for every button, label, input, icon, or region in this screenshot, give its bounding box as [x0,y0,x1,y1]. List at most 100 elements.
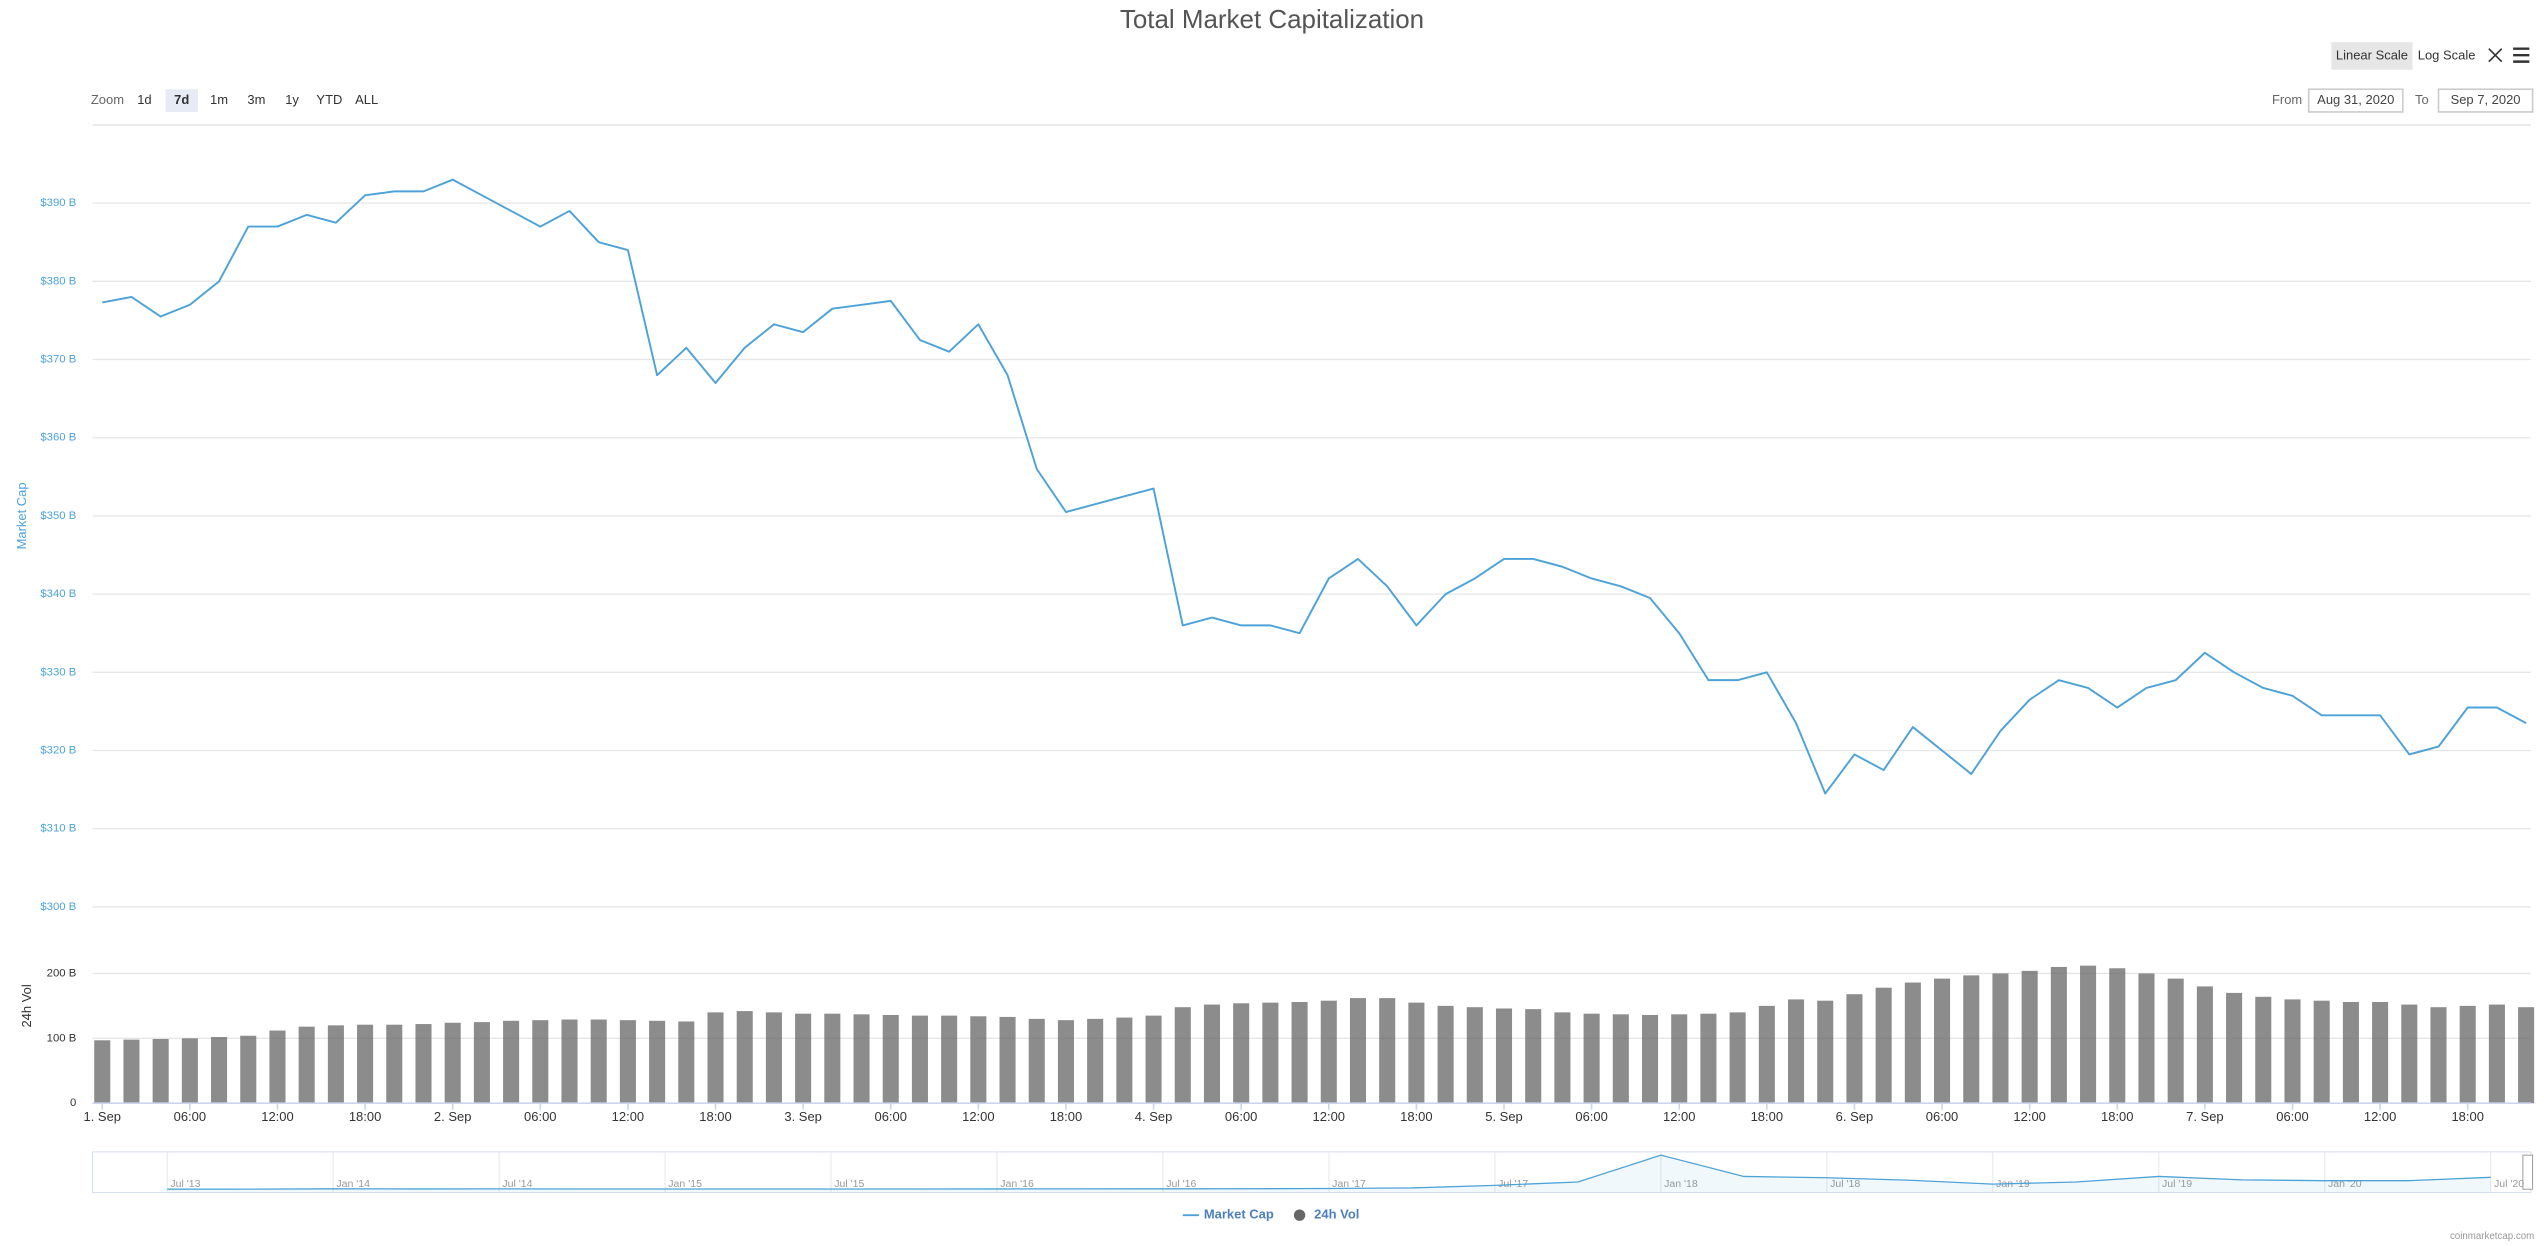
navigator-tick-label: Jul '16 [1166,1178,1196,1190]
volume-bar [2196,986,2213,1104]
volume-bar [298,1026,315,1104]
volume-bar [1057,1020,1074,1104]
navigator-tick-label: Jul '19 [2162,1178,2192,1190]
x-tick-label: 3. Sep [784,1109,822,1124]
zoom-button[interactable]: 1m [210,92,228,107]
zoom-button[interactable]: 3m [247,92,265,107]
credits: coinmarketcap.com [2450,1231,2534,1242]
x-tick-label: 12:00 [962,1109,994,1124]
volume-bar [1028,1018,1045,1104]
from-input[interactable] [2307,88,2404,113]
x-tick-label: 06:00 [1575,1109,1607,1124]
volume-bar [1379,998,1396,1104]
navigator-area [167,1155,2491,1193]
to-input[interactable] [2437,88,2534,113]
volume-bar [941,1015,958,1104]
fullscreen-icon[interactable] [2488,48,2503,63]
x-tick-label: 12:00 [1663,1109,1695,1124]
chart-title: Total Market Capitalization [1120,6,1424,34]
volume-bar [1554,1012,1571,1104]
volume-bar [94,1040,111,1104]
y-tick-label: $370 B [40,354,76,366]
volume-bar [707,1012,724,1104]
volume-bar [1320,1000,1337,1104]
zoom-button-selected[interactable] [165,89,198,112]
y-tick-label: $310 B [40,823,76,835]
linear-scale-label[interactable]: Linear Scale [2336,47,2408,62]
x-tick-label: 12:00 [261,1109,293,1124]
x-tick-label: 2. Sep [434,1109,471,1124]
y-tick-label: 200 B [47,967,77,979]
zoom-button[interactable]: 1y [285,92,299,107]
zoom-button[interactable]: 1d [137,92,151,107]
volume-bar [2109,968,2126,1104]
volume-bar [181,1038,198,1104]
x-tick-label: 12:00 [2364,1109,2396,1124]
volume-bar [2518,1007,2535,1104]
y-tick-label: $360 B [40,432,76,444]
volume-bar [2167,978,2184,1104]
legend-label[interactable]: Market Cap [1204,1207,1274,1222]
volume-bar [2138,973,2155,1104]
volume-bar [2401,1004,2418,1104]
x-tick-label: 7. Sep [2186,1109,2224,1124]
volume-bar [386,1024,403,1104]
volume-bar [1612,1014,1629,1104]
volume-bar [123,1039,140,1104]
x-tick-label: 18:00 [2101,1109,2133,1124]
volume-bar [2226,992,2243,1104]
x-tick-label: 06:00 [174,1109,206,1124]
linear-scale-button[interactable] [2331,42,2413,70]
volume-bar [590,1019,607,1104]
volume-bar [2284,999,2301,1104]
navigator-handle[interactable] [2522,1154,2534,1190]
zoom-button[interactable]: 7d [174,92,189,107]
volume-bar [999,1016,1016,1104]
icon-stroke [2488,48,2503,63]
volume-bar [1963,975,1980,1104]
log-scale-label[interactable]: Log Scale [2418,47,2476,62]
x-tick-label: 18:00 [1400,1109,1432,1124]
navigator-tick-label: Jan '16 [1000,1178,1034,1190]
navigator-tick-label: Jul '14 [502,1178,532,1190]
navigator-tick-label: Jan '14 [336,1178,370,1190]
legend-label[interactable]: 24h Vol [1314,1207,1359,1222]
zoom-button[interactable]: ALL [355,92,378,107]
from-value[interactable]: Aug 31, 2020 [2317,92,2394,107]
menu-icon[interactable] [2513,47,2530,63]
x-tick-label: 18:00 [699,1109,731,1124]
navigator-tick-label: Jul '20 [2494,1178,2524,1190]
volume-bar [1145,1015,1162,1104]
volume-bar [765,1012,782,1104]
x-tick-label: 06:00 [2276,1109,2308,1124]
volume-bar [970,1016,987,1104]
volume-bar [1729,1012,1746,1104]
volume-bar [1174,1007,1191,1104]
x-tick-label: 5. Sep [1485,1109,1523,1124]
volume-bar [1087,1018,1104,1104]
volume-bar [2050,966,2067,1104]
y-tick-label: $390 B [40,197,76,209]
volume-bar [1846,994,1863,1104]
volume-bar [2342,1001,2359,1104]
volume-bar [2080,965,2097,1104]
volume-bar [444,1022,461,1104]
y-tick-label: $380 B [40,275,76,287]
navigator-tick-label: Jul '18 [1830,1178,1860,1190]
volume-bar [619,1020,636,1104]
to-value[interactable]: Sep 7, 2020 [2451,92,2521,107]
x-tick-label: 18:00 [349,1109,381,1124]
y2-axis-title: 24h Vol [19,984,34,1027]
volume-bar [1233,1003,1250,1104]
to-label: To [2415,92,2429,107]
zoom-button[interactable]: YTD [316,92,342,107]
volume-bar [1437,1005,1454,1104]
y-tick-label: 0 [70,1097,76,1109]
volume-bar [1203,1004,1221,1104]
x-tick-label: 18:00 [1751,1109,1783,1124]
volume-bar [678,1021,695,1104]
y-tick-label: $320 B [40,745,76,757]
y-axis-title: Market Cap [14,482,29,549]
y-tick-label: $350 B [40,510,76,522]
